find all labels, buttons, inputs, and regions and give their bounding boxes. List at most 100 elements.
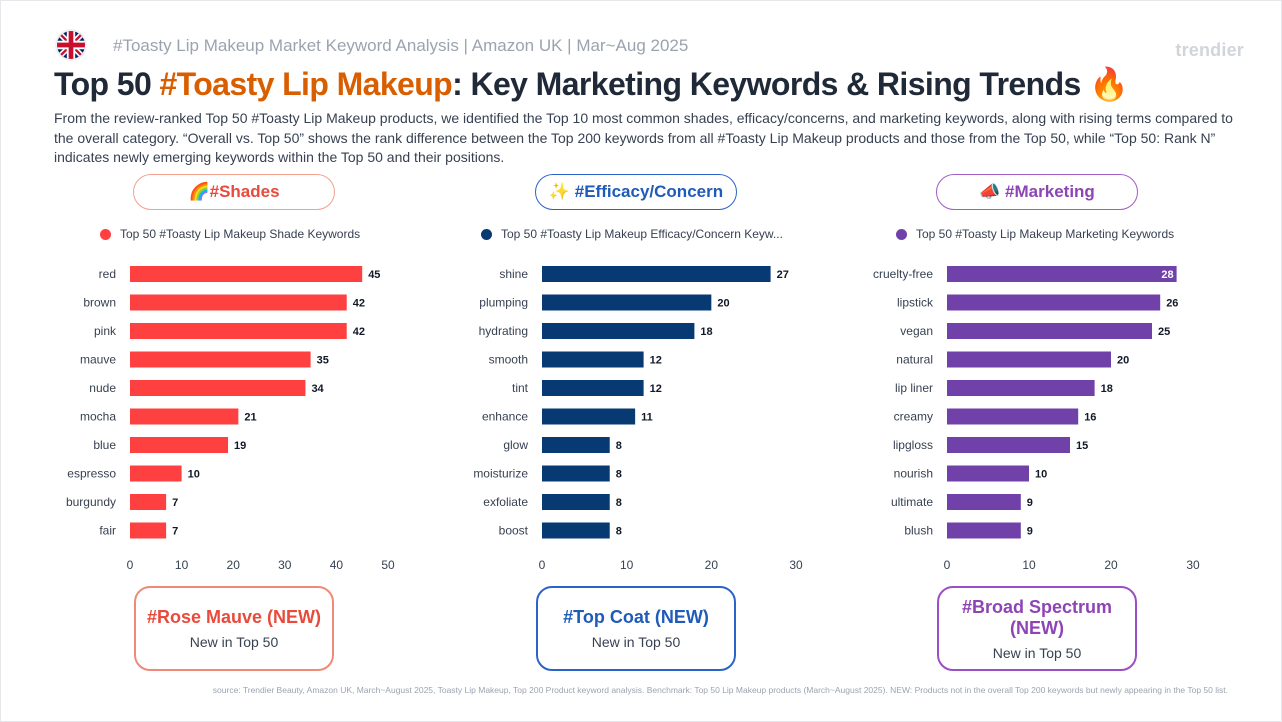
bar bbox=[130, 465, 182, 482]
category-label: shine bbox=[499, 267, 528, 281]
value-label: 12 bbox=[650, 355, 662, 367]
value-label: 27 bbox=[777, 269, 789, 281]
value-label: 20 bbox=[717, 298, 729, 310]
value-label: 12 bbox=[650, 383, 662, 395]
category-label: glow bbox=[503, 438, 528, 452]
x-tick-label: 20 bbox=[705, 558, 719, 572]
legend-shades: Top 50 #Toasty Lip Makeup Shade Keywords bbox=[100, 227, 360, 241]
category-label: lipgloss bbox=[893, 438, 933, 452]
category-label: moisturize bbox=[473, 467, 528, 481]
legend-dot-icon bbox=[100, 228, 111, 240]
category-label: enhance bbox=[482, 410, 528, 424]
category-label: nude bbox=[89, 381, 116, 395]
legend-dot-icon bbox=[481, 228, 492, 240]
category-label: nourish bbox=[894, 467, 933, 481]
value-label: 8 bbox=[616, 526, 622, 538]
category-label: plumping bbox=[479, 296, 528, 310]
value-label: 11 bbox=[641, 412, 653, 424]
bar bbox=[947, 465, 1029, 482]
value-label: 10 bbox=[188, 469, 200, 481]
callout-shades: #Rose Mauve (NEW) New in Top 50 bbox=[134, 586, 334, 671]
callout-keyword: #Broad Spectrum (NEW) bbox=[961, 596, 1113, 638]
legend-efficacy: Top 50 #Toasty Lip Makeup Efficacy/Conce… bbox=[481, 227, 783, 241]
x-tick-label: 10 bbox=[620, 558, 634, 572]
value-label: 8 bbox=[616, 440, 622, 452]
bar bbox=[947, 351, 1111, 368]
callout-efficacy: #Top Coat (NEW) New in Top 50 bbox=[536, 586, 736, 671]
value-label: 21 bbox=[244, 412, 256, 424]
category-label: vegan bbox=[900, 324, 933, 338]
category-label: burgundy bbox=[66, 495, 116, 509]
bar bbox=[542, 494, 610, 510]
bar bbox=[542, 294, 712, 311]
bar bbox=[542, 380, 644, 396]
bar bbox=[542, 323, 695, 339]
category-label: fair bbox=[99, 524, 116, 538]
bar bbox=[542, 266, 771, 282]
legend-dot-icon bbox=[896, 228, 907, 240]
x-tick-label: 10 bbox=[175, 558, 189, 572]
bar bbox=[947, 380, 1095, 396]
report-subtitle: #Toasty Lip Makeup Market Keyword Analys… bbox=[113, 36, 689, 55]
callout-subtitle: New in Top 50 bbox=[189, 634, 279, 650]
bar bbox=[947, 323, 1152, 339]
section-pill-marketing: 📣 #Marketing bbox=[936, 174, 1138, 210]
x-tick-label: 0 bbox=[539, 558, 546, 572]
fire-icon: 🔥 bbox=[1089, 66, 1129, 102]
value-label: 7 bbox=[172, 497, 178, 509]
callout-marketing: #Broad Spectrum (NEW) New in Top 50 bbox=[937, 586, 1137, 671]
section-pill-efficacy: ✨ #Efficacy/Concern bbox=[535, 174, 737, 210]
value-label: 35 bbox=[317, 355, 329, 367]
section-pill-shades: 🌈#Shades bbox=[133, 174, 335, 210]
callout-keyword: #Top Coat (NEW) bbox=[563, 607, 709, 627]
x-tick-label: 0 bbox=[127, 558, 134, 572]
bar bbox=[947, 437, 1070, 453]
bar bbox=[542, 465, 610, 482]
bar bbox=[947, 294, 1161, 311]
value-label: 9 bbox=[1027, 497, 1033, 509]
uk-flag-icon bbox=[57, 31, 85, 59]
category-label: cruelty-free bbox=[873, 267, 933, 281]
value-label: 42 bbox=[353, 326, 365, 338]
x-tick-label: 40 bbox=[330, 558, 344, 572]
legend-label: Top 50 #Toasty Lip Makeup Marketing Keyw… bbox=[916, 227, 1175, 241]
bar bbox=[130, 437, 229, 453]
value-label: 9 bbox=[1027, 526, 1033, 538]
title-prefix: Top 50 bbox=[54, 66, 160, 102]
category-label: hydrating bbox=[479, 324, 528, 338]
x-tick-label: 10 bbox=[1022, 558, 1036, 572]
bar bbox=[542, 408, 636, 425]
legend-label: Top 50 #Toasty Lip Makeup Efficacy/Conce… bbox=[501, 227, 783, 241]
value-label: 28 bbox=[1161, 269, 1173, 281]
shades-bar-chart: red 45 brown 42 pink 42 mauve 35 nude 34 mocha 21 bl… bbox=[66, 266, 395, 572]
bar bbox=[130, 408, 239, 425]
bar bbox=[130, 323, 347, 339]
category-label: mocha bbox=[80, 410, 116, 424]
category-label: pink bbox=[94, 324, 117, 338]
value-label: 8 bbox=[616, 469, 622, 481]
category-label: creamy bbox=[894, 410, 933, 424]
value-label: 18 bbox=[1101, 383, 1113, 395]
category-label: espresso bbox=[67, 467, 116, 481]
title-suffix: : Key Marketing Keywords & Rising Trends bbox=[452, 66, 1090, 102]
bar bbox=[947, 522, 1021, 539]
bar bbox=[542, 437, 610, 453]
bar bbox=[130, 294, 347, 311]
marketing-bar-chart: cruelty-free 28 lipstick 26 vegan 25 natural 20… bbox=[873, 266, 1200, 572]
bar bbox=[130, 351, 311, 368]
bar bbox=[947, 494, 1021, 510]
value-label: 45 bbox=[368, 269, 380, 281]
x-tick-label: 20 bbox=[227, 558, 241, 572]
bar bbox=[542, 351, 644, 368]
bar bbox=[542, 522, 610, 539]
category-label: red bbox=[99, 267, 116, 281]
x-tick-label: 30 bbox=[1186, 558, 1200, 572]
value-label: 20 bbox=[1117, 355, 1129, 367]
source-note: source: Trendier Beauty, Amazon UK, Marc… bbox=[212, 685, 1228, 695]
callout-subtitle: New in Top 50 bbox=[591, 634, 681, 650]
category-label: mauve bbox=[80, 353, 116, 367]
category-label: tint bbox=[512, 381, 529, 395]
bar bbox=[130, 522, 167, 539]
bar bbox=[947, 408, 1079, 425]
x-tick-label: 30 bbox=[278, 558, 292, 572]
